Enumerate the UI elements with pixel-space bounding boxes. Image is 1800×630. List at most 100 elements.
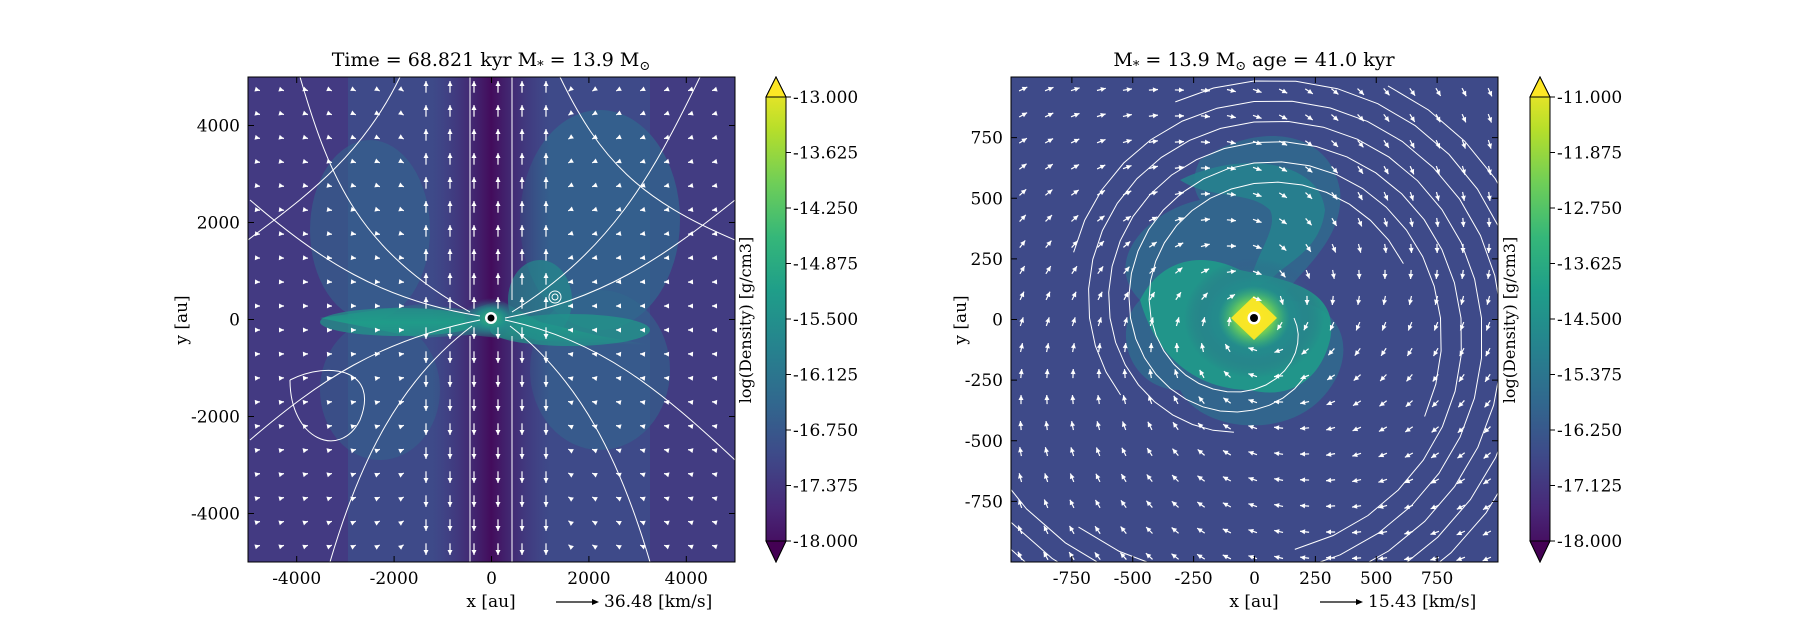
velocity-arrowhead: [350, 158, 356, 164]
velocity-arrowhead: [543, 334, 549, 339]
velocity-arrowhead: [326, 472, 332, 478]
colorbar-tick-label: -12.750: [1557, 199, 1622, 219]
velocity-arrowhead: [1046, 215, 1052, 221]
velocity-arrowhead: [519, 358, 525, 363]
velocity-arrowhead: [254, 86, 260, 92]
panel-1-y-label: y [au]: [172, 295, 192, 345]
streamline-vortex: [551, 293, 559, 301]
velocity-arrowhead: [688, 279, 694, 285]
velocity-arrowhead: [688, 448, 694, 454]
velocity-arrowhead: [1300, 503, 1306, 509]
velocity-arrowhead: [543, 526, 549, 531]
velocity-arrowhead: [326, 399, 332, 405]
velocity-arrowhead: [1230, 139, 1236, 145]
velocity-arrowhead: [495, 454, 501, 459]
velocity-arrowhead: [398, 351, 404, 357]
velocity-arrowhead: [398, 424, 404, 430]
velocity-arrowhead: [568, 544, 574, 550]
velocity-arrowhead: [1378, 452, 1385, 458]
velocity-arrowhead: [1099, 164, 1106, 170]
velocity-arrowhead: [1178, 217, 1184, 222]
velocity-arrowhead: [326, 496, 332, 502]
velocity-arrowhead: [471, 526, 477, 531]
velocity-arrowhead: [1407, 350, 1413, 356]
velocity-arrowhead: [326, 351, 332, 357]
velocity-arrowhead: [592, 448, 598, 454]
velocity-arrowhead: [1073, 112, 1080, 118]
velocity-arrowhead: [1458, 376, 1464, 382]
velocity-arrowhead: [278, 86, 284, 92]
x-tick-label: 0: [486, 569, 497, 589]
x-tick-label: -2000: [370, 569, 419, 589]
velocity-arrowhead: [1074, 86, 1080, 92]
velocity-arrowhead: [664, 424, 670, 430]
velocity-arrowhead: [1044, 369, 1050, 375]
velocity-arrowhead: [398, 206, 404, 212]
velocity-arrowhead: [688, 182, 694, 188]
velocity-arrowhead: [254, 423, 260, 429]
velocity-arrowhead: [447, 249, 453, 254]
x-tick-label: -500: [1114, 569, 1152, 589]
colorbar-tick-label: -14.250: [793, 199, 858, 219]
velocity-arrowhead: [519, 129, 525, 134]
velocity-arrowhead: [1486, 299, 1491, 305]
velocity-arrowhead: [302, 544, 308, 550]
velocity-arrowhead: [1100, 113, 1106, 118]
velocity-arrowhead: [1300, 555, 1306, 561]
velocity-arrowhead: [1307, 89, 1313, 94]
velocity-arrowhead: [278, 520, 284, 526]
velocity-arrowhead: [712, 448, 718, 453]
velocity-arrowhead: [592, 206, 598, 212]
velocity-arrowhead: [254, 327, 260, 333]
velocity-arrowhead: [1202, 292, 1208, 299]
velocity-arrowhead: [640, 206, 646, 212]
velocity-arrowhead: [1433, 350, 1439, 357]
velocity-arrowhead: [1047, 112, 1054, 118]
velocity-arrowhead: [712, 255, 718, 261]
velocity-arrowhead: [374, 351, 380, 357]
velocity-arrowhead: [1456, 556, 1463, 562]
velocity-arrowhead: [568, 279, 574, 285]
velocity-arrowhead: [664, 206, 670, 212]
velocity-arrowhead: [1018, 395, 1024, 401]
velocity-arrowhead: [616, 472, 622, 478]
velocity-arrowhead: [1382, 247, 1388, 253]
panel-2-x-axis: -750 -500 -250 0 250 500 750: [1053, 77, 1453, 589]
streamline: [511, 77, 701, 313]
velocity-arrowhead: [350, 496, 356, 502]
velocity-arrowhead: [1071, 317, 1076, 323]
velocity-arrowhead: [350, 230, 356, 236]
velocity-arrowhead: [1230, 243, 1236, 249]
velocity-arrowhead: [350, 520, 356, 526]
velocity-arrowhead: [1277, 324, 1283, 330]
velocity-arrowhead: [1096, 369, 1102, 375]
y-tick-label: -750: [965, 492, 1003, 512]
velocity-arrowhead: [712, 86, 718, 92]
velocity-arrowhead: [302, 231, 308, 237]
velocity-arrowhead: [1355, 324, 1361, 331]
velocity-arrowhead: [712, 351, 718, 357]
velocity-arrowhead: [664, 158, 670, 164]
velocity-arrowhead: [1407, 324, 1413, 331]
velocity-arrowhead: [1018, 421, 1024, 427]
velocity-arrowhead: [1021, 112, 1028, 118]
velocity-arrowhead: [1043, 551, 1049, 558]
velocity-arrowhead: [1248, 450, 1254, 456]
velocity-arrowhead: [447, 201, 453, 206]
velocity-arrowhead: [1274, 555, 1280, 560]
velocity-arrowhead: [1357, 194, 1363, 201]
streamline: [1011, 100, 1498, 562]
velocity-arrowhead: [471, 550, 477, 555]
velocity-arrowhead: [495, 129, 501, 134]
velocity-arrowhead: [519, 406, 525, 411]
velocity-arrowhead: [1405, 427, 1411, 433]
velocity-arrowhead: [1306, 193, 1313, 199]
velocity-arrowhead: [519, 334, 525, 339]
velocity-arrowhead: [1230, 269, 1236, 275]
velocity-arrowhead: [664, 303, 670, 309]
velocity-arrowhead: [350, 424, 356, 430]
velocity-arrowhead: [1177, 242, 1184, 248]
velocity-arrowhead: [302, 110, 308, 116]
velocity-arrowhead: [350, 255, 356, 261]
velocity-arrowhead: [447, 406, 453, 411]
